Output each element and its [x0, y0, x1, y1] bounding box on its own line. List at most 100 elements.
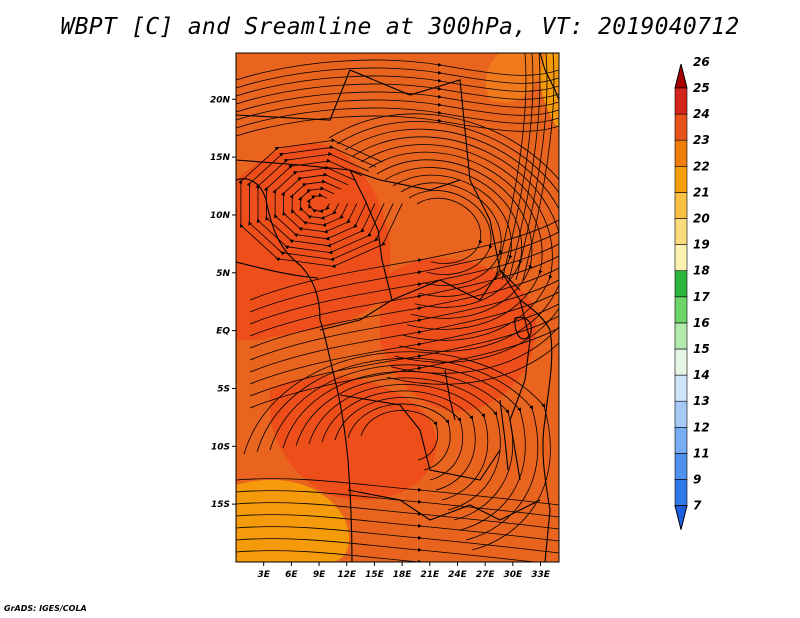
streamline — [249, 279, 559, 361]
streamline — [501, 53, 534, 281]
streamline — [392, 174, 513, 297]
colorbar-segment — [674, 374, 688, 402]
streamline — [308, 384, 489, 501]
streamline — [236, 107, 559, 129]
streamline — [384, 167, 523, 308]
streamline — [522, 53, 555, 281]
streamline — [236, 538, 538, 562]
colorbar-label: 24 — [693, 107, 710, 121]
x-tick-label: 24E — [448, 570, 468, 580]
x-tick-label: 3E — [257, 570, 270, 580]
colorbar-label: 25 — [693, 81, 710, 95]
colorbar-bottom-arrow — [674, 505, 688, 530]
y-tick-label: 20N — [210, 95, 231, 105]
streamline — [360, 144, 553, 341]
colorbar-segment — [674, 348, 688, 376]
colorbar-segment — [674, 87, 688, 115]
colorbar-label: 16 — [693, 316, 710, 330]
streamline — [249, 243, 559, 325]
y-tick-label: 10S — [211, 442, 230, 452]
x-tick-label: 9E — [313, 570, 326, 580]
streamline — [249, 291, 559, 373]
streamline — [236, 115, 559, 137]
streamline — [249, 267, 559, 349]
colorbar-label: 19 — [693, 238, 710, 252]
y-tick-label: 15S — [211, 500, 230, 510]
lake-victoria — [514, 316, 532, 340]
x-axis: 3E 6E 9E 12E 15E 18E 21E 24E 27E 30E 33E — [257, 562, 551, 580]
streamline — [249, 315, 559, 397]
colorbar-segment — [674, 139, 688, 167]
wbpt-field-region-21-22 — [236, 479, 350, 562]
colorbar-segment — [674, 192, 688, 219]
y-tick-label: 5S — [217, 384, 230, 394]
streamline — [249, 303, 559, 385]
colorbar-label: 7 — [693, 499, 702, 513]
colorbar-segment — [674, 270, 688, 298]
colorbar: 7 9 11 12 13 14 15 16 17 18 19 20 21 22 23 24 25 26 — [674, 55, 710, 530]
colorbar-label: 13 — [693, 394, 710, 408]
colorbar-segment — [674, 453, 688, 480]
colorbar-segment — [674, 113, 688, 141]
border-line — [236, 69, 471, 181]
border-line — [339, 394, 501, 481]
plot-frame — [235, 52, 560, 563]
streamline — [328, 113, 559, 385]
border-line — [319, 299, 393, 331]
y-tick-label: 15N — [210, 153, 231, 163]
streamline — [494, 53, 527, 281]
colorbar-label: 14 — [693, 368, 710, 382]
x-tick-label: 12E — [337, 570, 357, 580]
y-tick-label: 5N — [216, 269, 230, 279]
streamline — [508, 53, 541, 281]
colorbar-label: 18 — [693, 264, 710, 278]
streamline — [256, 358, 539, 541]
x-tick-label: 30E — [504, 570, 524, 580]
coastlines-and-borders — [236, 53, 559, 562]
streamline — [295, 377, 501, 511]
footer-credit: GrADS: IGES/COLA — [4, 604, 87, 613]
streamline — [282, 371, 514, 521]
y-tick-label: 10N — [210, 211, 231, 221]
chart-title: WBPT [C] and Sreamline at 300hPa, VT: 20… — [60, 14, 740, 40]
y-tick-label: EQ — [216, 327, 230, 337]
streamline — [408, 190, 493, 275]
y-axis: 20N 15N 10N 5N EQ 5S 10S 15S — [210, 95, 236, 510]
streamline — [236, 502, 559, 530]
colorbar-label: 15 — [693, 342, 710, 356]
colorbar-segment — [674, 166, 688, 193]
streamline — [344, 128, 559, 363]
colorbar-segment — [674, 322, 688, 350]
colorbar-label: 21 — [693, 185, 710, 199]
colorbar-label: 23 — [693, 133, 710, 147]
red-sea-coast — [539, 53, 559, 101]
streamline — [236, 91, 559, 113]
streamline — [236, 59, 559, 81]
x-tick-label: 18E — [393, 570, 413, 580]
streamline — [236, 67, 559, 89]
streamline — [236, 99, 559, 121]
streamline — [249, 219, 559, 301]
colorbar-top-arrow — [674, 63, 688, 89]
colorbar-label: 17 — [693, 290, 710, 304]
streamline — [249, 231, 559, 313]
streamline — [515, 53, 548, 281]
colorbar-label: 20 — [693, 212, 710, 226]
streamline — [236, 478, 559, 506]
colorbar-label: 22 — [693, 159, 710, 173]
x-tick-label: 15E — [365, 570, 385, 580]
wbpt-field-region-23-24 — [270, 375, 437, 500]
streamline — [236, 514, 559, 542]
colorbar-segment — [674, 426, 688, 454]
x-tick-label: 6E — [285, 570, 298, 580]
border-line — [349, 169, 393, 301]
border-line — [391, 269, 521, 301]
east-coastline — [519, 299, 553, 562]
colorbar-segment — [674, 400, 688, 428]
streamline — [249, 327, 559, 409]
x-tick-label: 33E — [531, 570, 551, 580]
border-line — [236, 159, 461, 191]
streamline — [249, 255, 559, 337]
streamlines — [236, 53, 559, 562]
